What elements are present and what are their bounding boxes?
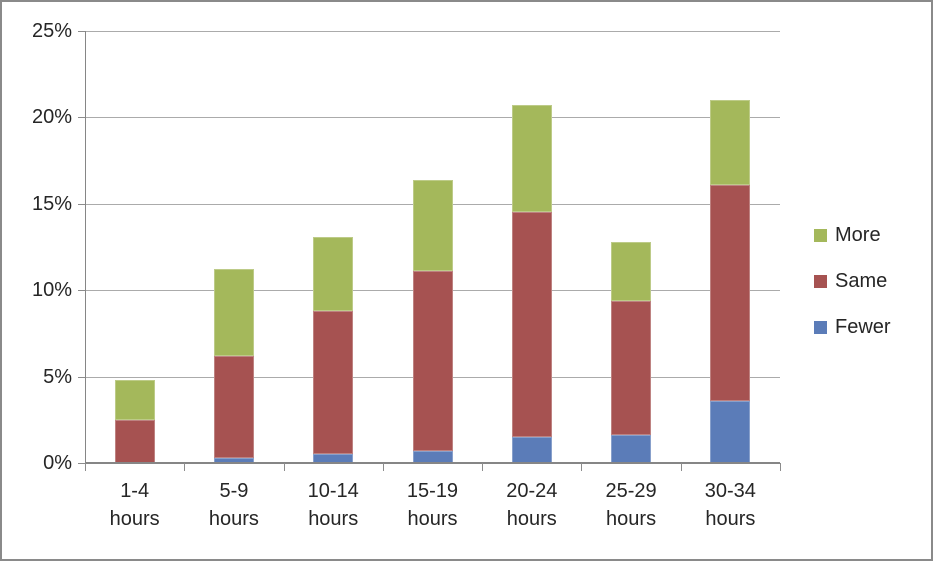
x-axis-label-line2: hours — [308, 508, 359, 530]
y-gridline — [85, 31, 780, 32]
y-axis-label: 0% — [43, 452, 72, 474]
bar-segment-fewer — [611, 435, 652, 463]
x-axis-label-line2: hours — [109, 508, 160, 530]
legend-label: Fewer — [835, 316, 891, 338]
x-axis-tick — [780, 463, 781, 471]
y-gridline — [85, 117, 780, 119]
x-axis-label-line2: hours — [606, 508, 657, 530]
bar-segment-more — [710, 100, 751, 185]
bar-segment-more — [114, 380, 155, 420]
x-axis-label: 5-9 hours — [184, 477, 283, 533]
x-axis-label-line1: 30-34 — [704, 480, 756, 502]
bar-segment-more — [313, 236, 354, 311]
y-axis-tick — [78, 203, 85, 205]
bar-segment-same — [114, 419, 155, 463]
x-axis-label: 30-34 hours — [681, 477, 780, 533]
x-axis-label-line2: hours — [407, 508, 458, 530]
x-axis-tick — [283, 463, 285, 471]
legend-label: Same — [835, 270, 888, 292]
y-axis-label: 15% — [31, 192, 72, 215]
x-axis-label-line2: hours — [506, 508, 557, 530]
legend-swatch-more — [814, 228, 827, 242]
x-axis-tick — [184, 463, 186, 471]
bar-segment-more — [611, 241, 652, 301]
x-axis-tick — [482, 463, 484, 471]
x-axis-label-line1: 20-24 — [506, 480, 558, 502]
bar-segment-same — [313, 310, 354, 455]
x-axis-label-line1: 5-9 — [219, 480, 249, 502]
y-axis-label: 20% — [31, 106, 72, 129]
bar-segment-fewer — [313, 454, 354, 463]
x-axis-label: 15-19 hours — [383, 477, 482, 533]
legend-item-fewer: Fewer — [814, 316, 891, 338]
y-axis-tick — [78, 290, 85, 292]
bar-segment-same — [213, 355, 254, 458]
x-axis-label-line2: hours — [208, 508, 259, 530]
y-axis-tick — [78, 117, 85, 119]
bar-segment-fewer — [412, 450, 453, 463]
x-axis-label: 25-29 hours — [581, 477, 680, 533]
x-axis-label-line1: 10-14 — [307, 480, 359, 502]
y-axis-tick — [78, 376, 85, 378]
legend-item-same: Same — [814, 270, 887, 292]
legend-label: More — [835, 224, 881, 246]
bar-segment-more — [511, 105, 552, 213]
legend-item-more: More — [814, 224, 881, 246]
bar-segment-fewer — [710, 400, 751, 463]
x-axis-line — [85, 462, 780, 464]
x-axis-tick — [382, 463, 384, 471]
bar-segment-fewer — [511, 437, 552, 463]
y-axis-label: 10% — [31, 279, 72, 302]
bar-segment-fewer — [213, 457, 254, 463]
y-axis-label: 5% — [43, 365, 72, 388]
bar-segment-same — [710, 184, 751, 401]
x-axis-label: 20-24 hours — [482, 477, 581, 533]
y-axis-line — [85, 31, 86, 471]
bar-segment-same — [611, 300, 652, 436]
x-axis-tick — [85, 463, 86, 471]
bar-segment-same — [511, 212, 552, 438]
bar-segment-same — [412, 271, 453, 451]
y-axis-tick — [78, 463, 85, 464]
bar-segment-more — [412, 179, 453, 272]
legend-swatch-same — [814, 274, 827, 288]
x-axis-label: 1-4 hours — [85, 477, 184, 533]
x-axis-label: 10-14 hours — [284, 477, 383, 533]
x-axis-label-line1: 1-4 — [120, 480, 150, 502]
y-axis-label: 25% — [31, 20, 72, 42]
legend-swatch-fewer — [814, 320, 827, 334]
x-axis-label-line1: 15-19 — [406, 480, 459, 502]
x-axis-label-line2: hours — [705, 508, 756, 530]
x-axis-tick — [680, 463, 682, 471]
x-axis-label-line1: 25-29 — [605, 480, 657, 502]
bar-segment-more — [213, 269, 254, 356]
x-axis-tick — [581, 463, 583, 471]
y-axis-tick — [78, 31, 85, 32]
